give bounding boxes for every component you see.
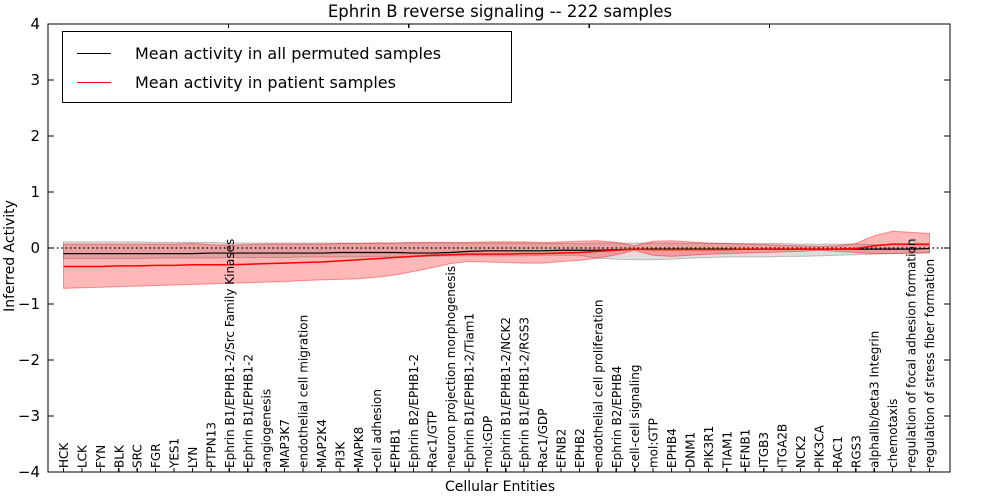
- x-tick-label: PIK3CA: [812, 424, 826, 468]
- x-tick-label: Ephrin B1/EPHB1-2: [241, 354, 255, 468]
- x-tick-label: cell-cell signaling: [628, 365, 642, 469]
- y-tick-label: 3: [30, 71, 40, 89]
- x-tick-label: RGS3: [849, 435, 863, 468]
- x-tick-label: regulation of focal adhesion formation: [905, 239, 919, 468]
- x-tick-label: cell adhesion: [370, 389, 384, 468]
- x-tick-label: Ephrin B1/EPHB1-2/NCK2: [499, 317, 513, 468]
- legend-line-swatch-red: [77, 82, 111, 83]
- x-axis-label: Cellular Entities: [444, 479, 556, 495]
- chart-title: Ephrin B reverse signaling -- 222 sample…: [327, 2, 673, 21]
- x-tick-label: neuron projection morphogenesis: [444, 266, 458, 468]
- x-tick-label: MAP3K7: [278, 419, 292, 468]
- x-tick-label: endothelial cell migration: [297, 315, 311, 468]
- y-tick-label: −4: [18, 463, 40, 481]
- y-tick-label: 4: [30, 15, 40, 33]
- x-tick-label: LCK: [75, 444, 89, 468]
- x-tick-label: Rac1/GDP: [536, 409, 550, 468]
- patient-band: [63, 230, 930, 289]
- x-tick-label: MAP2K4: [315, 419, 329, 468]
- y-tick-label: 2: [30, 127, 40, 145]
- legend-item-label: Mean activity in all permuted samples: [135, 44, 442, 63]
- x-tick-label: TIAM1: [720, 431, 734, 469]
- x-tick-label: mol:GTP: [647, 418, 661, 468]
- x-tick-label: EFNB1: [739, 429, 753, 468]
- x-tick-label: mol:GDP: [481, 416, 495, 468]
- x-tick-label: DNM1: [683, 432, 697, 468]
- y-tick-label: 0: [30, 239, 40, 257]
- x-tick-label: HCK: [57, 442, 71, 468]
- x-tick-label: PIK3R1: [702, 426, 716, 468]
- x-tick-label: FYN: [94, 445, 108, 468]
- x-tick-label: Ephrin B1/EPHB1-2/Src Family Kinases: [223, 239, 237, 468]
- y-tick-label: −3: [18, 407, 40, 425]
- x-tick-label: Ephrin B2/EPHB1-2: [407, 354, 421, 468]
- x-tick-label: FGR: [149, 443, 163, 468]
- x-tick-label: endothelial cell proliferation: [591, 300, 605, 468]
- x-tick-label: SRC: [131, 444, 145, 468]
- x-tick-label: regulation of stress fiber formation: [923, 259, 937, 468]
- x-tick-label: PTPN13: [204, 422, 218, 468]
- x-tick-label: Ephrin B1/EPHB1-2/RGS3: [518, 317, 532, 468]
- legend-item-patient: Mean activity in patient samples: [63, 68, 511, 97]
- x-tick-label: NCK2: [794, 435, 808, 468]
- legend: Mean activity in all permuted samples Me…: [62, 31, 512, 103]
- y-tick-label: 1: [30, 183, 40, 201]
- x-tick-label: ITGA2B: [776, 424, 790, 468]
- x-tick-label: ITGB3: [757, 432, 771, 468]
- patient-mean-line: [63, 243, 930, 268]
- legend-line-swatch-black: [77, 53, 111, 54]
- x-tick-label: Ephrin B2/EPHB4: [610, 366, 624, 468]
- x-tick-label: MAPK8: [352, 427, 366, 468]
- x-tick-label: EPHB4: [665, 428, 679, 468]
- y-tick-label: −1: [18, 295, 40, 313]
- y-tick-label: −2: [18, 351, 40, 369]
- x-tick-label: BLK: [112, 444, 126, 468]
- x-tick-label: LYN: [186, 447, 200, 468]
- x-tick-label: chemotaxis: [886, 399, 900, 468]
- x-tick-label: Rac1/GTP: [426, 411, 440, 468]
- x-tick-label: PI3K: [333, 441, 347, 468]
- legend-item-label: Mean activity in patient samples: [135, 73, 396, 92]
- x-tick-label: Ephrin B1/EPHB1-2/Tiam1: [462, 313, 476, 468]
- x-tick-label: RAC1: [831, 436, 845, 468]
- x-tick-label: EPHB1: [389, 428, 403, 468]
- x-tick-label: EFNB2: [554, 429, 568, 468]
- x-tick-label: EPHB2: [573, 428, 587, 468]
- x-tick-label: alphaIIb/beta3 Integrin: [868, 331, 882, 468]
- x-tick-label: YES1: [168, 438, 182, 469]
- x-tick-label: angiogenesis: [260, 389, 274, 468]
- legend-item-permuted: Mean activity in all permuted samples: [63, 39, 511, 68]
